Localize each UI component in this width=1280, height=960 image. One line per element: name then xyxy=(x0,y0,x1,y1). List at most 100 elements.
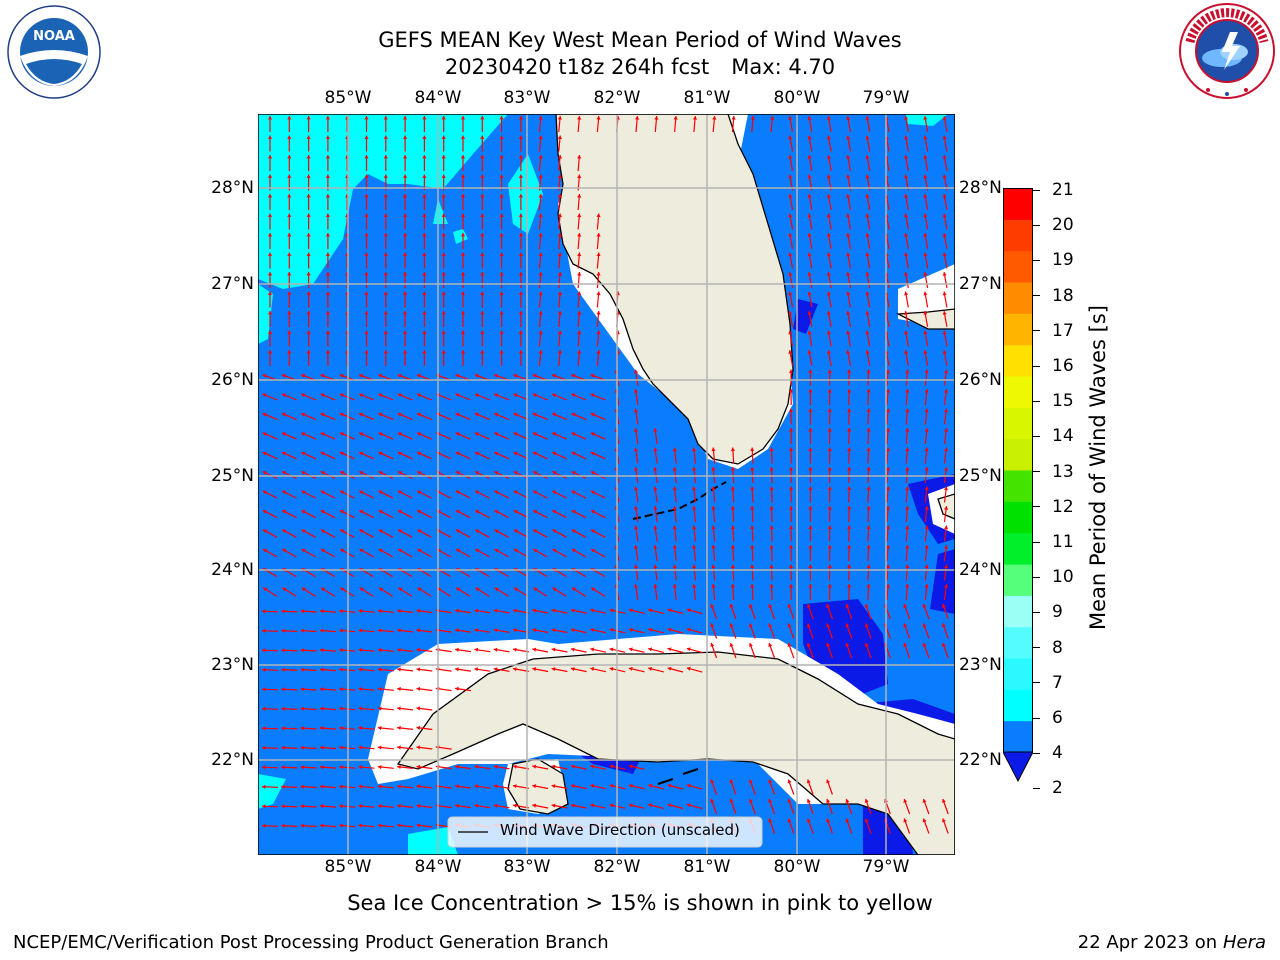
wind-arrow-head xyxy=(789,486,794,490)
wind-arrow-head xyxy=(532,374,537,378)
wind-arrow-head xyxy=(692,486,697,491)
wind-arrow-head xyxy=(494,451,499,456)
wind-arrow-head xyxy=(730,525,735,530)
wind-arrow-head xyxy=(403,116,408,120)
colorbar-tick-label: 13 xyxy=(1052,461,1074,482)
wind-arrow-head xyxy=(339,628,343,633)
wind-arrow-head xyxy=(494,490,499,495)
wind-arrow-head xyxy=(865,252,870,257)
wind-arrow-head xyxy=(499,135,504,139)
wind-arrow-head xyxy=(364,291,369,295)
wind-arrow-head xyxy=(480,116,485,120)
wind-arrow-head xyxy=(513,490,518,495)
wind-arrow-head xyxy=(789,545,794,549)
wind-arrow-head xyxy=(403,155,408,159)
wind-arrow-head xyxy=(847,486,852,490)
wind-arrow-head xyxy=(942,155,947,159)
wind-arrow-head xyxy=(282,510,287,514)
wind-arrow-head xyxy=(922,623,927,628)
wind-arrow-head xyxy=(710,623,715,628)
wind-arrow-head xyxy=(306,330,311,334)
wind-arrow-head xyxy=(653,428,658,432)
wind-arrow-head xyxy=(364,213,369,217)
wind-arrow-head xyxy=(672,506,677,510)
wind-arrow-head xyxy=(287,233,292,237)
wind-arrow-head xyxy=(571,667,575,672)
wind-arrow-head xyxy=(686,666,691,671)
wind-arrow-head xyxy=(864,818,869,823)
colorbar-segment xyxy=(1003,689,1033,722)
wind-arrow-head xyxy=(378,451,383,456)
wind-arrow-head xyxy=(609,608,614,613)
wind-arrow-head xyxy=(591,587,596,592)
wind-arrow-head xyxy=(416,745,421,750)
wind-arrow-head xyxy=(460,135,466,139)
wind-arrow-head xyxy=(557,350,562,354)
wind-arrow-head xyxy=(513,529,518,534)
wind-arrow-head xyxy=(499,194,504,198)
wind-arrow-head xyxy=(710,799,715,803)
wind-arrow-head xyxy=(533,510,538,514)
wind-arrow-head xyxy=(441,233,446,237)
wind-arrow-head xyxy=(571,647,575,652)
colorbar-segment xyxy=(1003,626,1033,659)
wind-arrow-head xyxy=(590,412,595,417)
wind-arrow-head xyxy=(904,116,909,120)
wind-arrow-head xyxy=(422,311,427,315)
wind-arrow-head xyxy=(493,764,498,769)
wind-arrow-head xyxy=(339,784,343,789)
wind-arrow-head xyxy=(262,745,266,750)
wind-arrow-head xyxy=(475,549,480,553)
wind-arrow-head xyxy=(499,252,504,256)
wind-arrow-head xyxy=(806,799,811,803)
wind-arrow-head xyxy=(281,765,285,770)
colorbar-tick-mark xyxy=(1033,435,1040,437)
wind-arrow-head xyxy=(942,643,946,647)
wind-arrow-head xyxy=(513,628,517,633)
wind-arrow-head xyxy=(287,155,292,159)
colorbar-segment xyxy=(1003,313,1033,346)
wind-arrow-head xyxy=(359,451,364,456)
wind-arrow-head xyxy=(494,393,499,398)
colorbar-tick-label: 7 xyxy=(1052,672,1063,693)
wind-arrow-head xyxy=(885,389,890,393)
wind-arrow-head xyxy=(262,706,266,711)
wind-arrow-head xyxy=(339,451,344,456)
wind-arrow-head xyxy=(826,252,831,257)
lon-label-top: 81°W xyxy=(683,88,731,108)
wind-arrow-head xyxy=(826,213,831,218)
wind-arrow-head xyxy=(692,447,697,452)
wind-arrow-head xyxy=(416,647,421,652)
map-canvas[interactable] xyxy=(257,113,956,856)
wind-arrow-head xyxy=(924,506,929,510)
wind-arrow-head xyxy=(538,194,543,198)
wind-arrow-head xyxy=(417,490,422,495)
wind-arrow-head xyxy=(692,467,697,471)
wind-arrow-head xyxy=(557,330,562,335)
wind-arrow-head xyxy=(865,116,870,120)
wind-arrow-head xyxy=(538,233,543,237)
wind-arrow-head xyxy=(339,687,343,692)
wind-arrow-head xyxy=(301,451,306,456)
wind-arrow-head xyxy=(262,687,266,692)
map-panel[interactable]: Wind Wave Direction (unscaled) xyxy=(257,113,956,856)
wind-arrow-head xyxy=(551,784,556,789)
wind-arrow-head xyxy=(904,213,909,218)
wind-arrow-head xyxy=(306,311,311,315)
wind-arrow-head xyxy=(552,529,557,534)
wind-arrow-head xyxy=(635,116,640,120)
wind-arrow-head xyxy=(320,374,325,378)
wind-arrow-head xyxy=(287,272,292,276)
wind-arrow-head xyxy=(397,706,401,711)
wind-arrow-head xyxy=(416,706,421,711)
wind-arrow-head xyxy=(422,291,427,295)
wind-arrow-head xyxy=(942,350,947,354)
wind-arrow-head xyxy=(807,213,812,218)
wind-arrow-head xyxy=(494,432,499,437)
wind-arrow-head xyxy=(846,174,851,179)
wind-arrow-head xyxy=(306,194,311,198)
wind-arrow-head xyxy=(924,545,929,549)
wind-arrow-head xyxy=(826,116,831,120)
wind-arrow-head xyxy=(416,823,421,828)
wind-arrow-head xyxy=(826,194,831,198)
